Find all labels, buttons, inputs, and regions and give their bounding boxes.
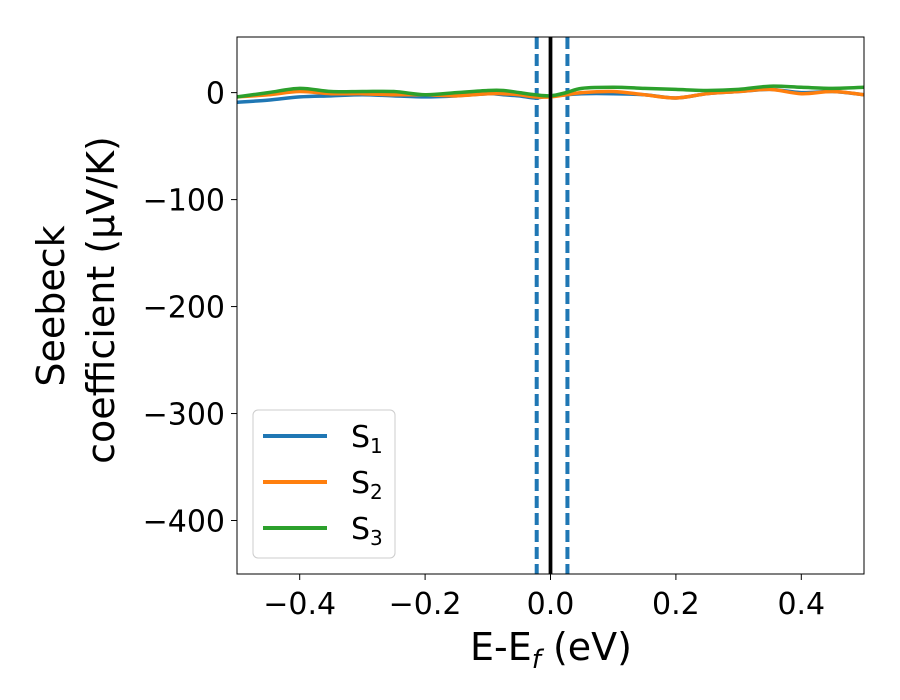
y-tick-label: −400 — [143, 505, 225, 540]
y-tick-label: −100 — [143, 184, 225, 219]
legend-label-sub: 3 — [370, 526, 383, 550]
y-tick-label: −200 — [143, 291, 225, 326]
y-tick-label: 0 — [206, 77, 225, 112]
y-tick-label: −300 — [143, 398, 225, 433]
legend-label-S3: S3 — [351, 512, 383, 550]
x-axis-label-main: E-E — [470, 625, 532, 669]
x-tick-label: −0.2 — [389, 587, 462, 622]
x-tick-label: −0.4 — [263, 587, 336, 622]
series-line-S3 — [237, 84, 864, 99]
x-tick-label: 0.4 — [777, 587, 825, 622]
x-axis-label-unit: (eV) — [541, 625, 632, 669]
legend-label-main: S — [351, 466, 370, 501]
x-axis-label: E-Ef (eV) — [470, 625, 632, 675]
y-axis-label-line1: Seebeck — [29, 225, 73, 386]
legend-label-sub: 2 — [370, 480, 383, 504]
legend-label-main: S — [351, 420, 370, 455]
legend-label-sub: 1 — [370, 434, 383, 458]
y-axis-label-line2: coefficient (μV/K) — [79, 136, 123, 464]
legend-label-S1: S1 — [351, 420, 383, 458]
legend-label-S2: S2 — [351, 466, 383, 504]
x-tick-label: 0.2 — [652, 587, 700, 622]
x-tick-label: 0.0 — [527, 587, 575, 622]
legend-label-main: S — [351, 512, 370, 547]
